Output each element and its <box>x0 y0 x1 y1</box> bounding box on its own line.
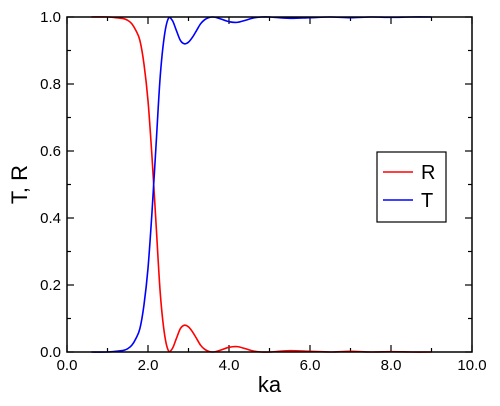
x-tick-label: 0.0 <box>57 357 78 374</box>
x-tick-label: 6.0 <box>300 357 321 374</box>
plot-frame <box>66 16 473 353</box>
y-tick-label: 0.6 <box>40 143 61 160</box>
y-tick-label: 1.0 <box>40 9 61 26</box>
x-tick-label: 10.0 <box>457 357 486 374</box>
series-layer <box>91 16 432 353</box>
x-tick-label: 2.0 <box>138 357 159 374</box>
x-tick-label: 8.0 <box>381 357 402 374</box>
y-axis-label: T, R <box>7 165 32 204</box>
y-tick-label: 0.2 <box>40 277 61 294</box>
series-line-R <box>91 16 432 353</box>
y-tick-label: 0.0 <box>40 344 61 361</box>
legend-box <box>376 151 447 223</box>
legend-label-T: T <box>421 190 433 212</box>
series-line-T <box>91 16 432 353</box>
legend: RT <box>376 151 447 223</box>
legend-label-R: R <box>421 162 435 184</box>
x-axis-label: ka <box>258 372 282 397</box>
y-tick-label: 0.8 <box>40 76 61 93</box>
y-tick-label: 0.4 <box>40 210 61 227</box>
ticks-layer: 0.0 2.0 4.0 6.0 8.0 10.0 0.0 0.2 0.4 0.6 0.8 1.0 <box>40 9 486 374</box>
x-tick-label: 4.0 <box>219 357 240 374</box>
